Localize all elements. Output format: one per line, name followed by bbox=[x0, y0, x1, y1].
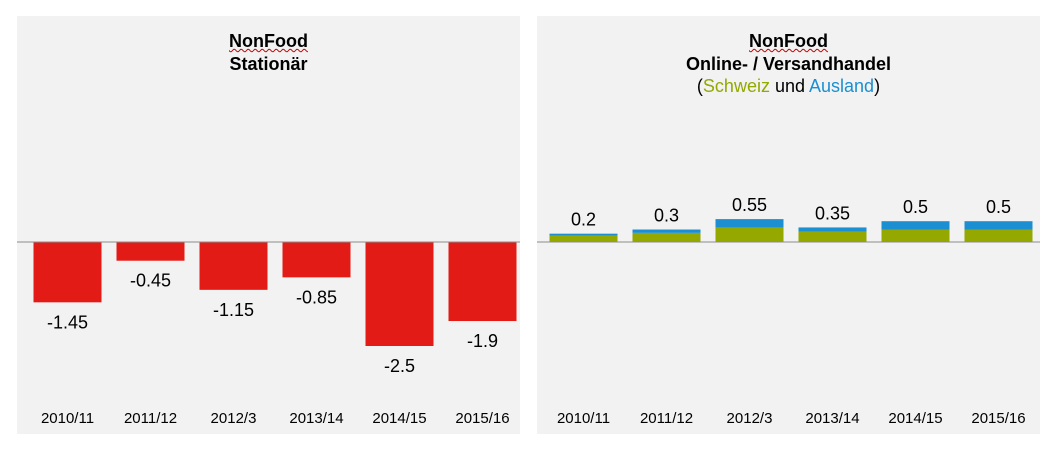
data-label: 0.3 bbox=[654, 206, 679, 226]
bar-ausland bbox=[964, 221, 1033, 230]
bar-ausland bbox=[881, 221, 950, 230]
x-tick-label: 2013/14 bbox=[805, 410, 859, 427]
data-label: -0.45 bbox=[130, 271, 171, 291]
bar-ausland bbox=[549, 233, 618, 236]
bar bbox=[33, 242, 102, 303]
data-label: 0.5 bbox=[986, 197, 1011, 217]
x-tick-label: 2014/15 bbox=[372, 410, 426, 427]
bar bbox=[116, 242, 185, 261]
x-tick-label: 2011/12 bbox=[640, 410, 693, 427]
chart-panel-stationaer: NonFood Stationär -1.45 -0.45 -1.15 -0.85 -2… bbox=[17, 16, 520, 434]
bar-schweiz bbox=[632, 232, 701, 242]
x-tick-label: 2015/16 bbox=[971, 410, 1025, 427]
legend-ausland: Ausland bbox=[809, 76, 875, 96]
chart-stationaer-svg: -1.45 -0.45 -1.15 -0.85 -2.5 -1.9 2010/11 2011/… bbox=[17, 241, 520, 427]
data-label: 0.2 bbox=[571, 210, 596, 230]
data-label: -1.45 bbox=[47, 312, 88, 332]
bar bbox=[365, 242, 434, 346]
x-tick-label: 2010/11 bbox=[557, 410, 610, 427]
data-label: 0.55 bbox=[732, 195, 767, 215]
legend-schweiz: Schweiz bbox=[702, 76, 770, 96]
legend-und: und bbox=[769, 76, 809, 96]
chart-title: NonFood bbox=[229, 31, 308, 51]
chart-subtitle: Online- / Versandhandel bbox=[685, 54, 892, 74]
x-tick-label: 2012/3 bbox=[211, 410, 257, 427]
chart-legend-text: (Schweiz und Ausland) bbox=[537, 75, 1040, 97]
legend-paren-open: ( bbox=[696, 76, 703, 96]
x-tick-label: 2011/12 bbox=[124, 410, 177, 427]
x-tick-label: 2010/11 bbox=[41, 410, 94, 427]
data-label: -0.85 bbox=[296, 287, 337, 307]
data-label: -2.5 bbox=[384, 356, 415, 376]
chart-panel-online: NonFood Online- / Versandhandel (Schweiz… bbox=[537, 16, 1040, 434]
legend-paren-close: ) bbox=[874, 76, 881, 96]
bar-ausland bbox=[632, 229, 701, 233]
bar-schweiz bbox=[715, 227, 784, 242]
chart-title: NonFood bbox=[749, 31, 828, 51]
bar bbox=[282, 242, 351, 278]
data-label: -1.15 bbox=[213, 300, 254, 320]
bar-schweiz bbox=[549, 235, 618, 242]
bar-schweiz bbox=[881, 229, 950, 242]
x-tick-label: 2015/16 bbox=[455, 410, 509, 427]
bar-schweiz bbox=[798, 231, 867, 242]
bar bbox=[199, 242, 268, 290]
chart-subtitle: Stationär bbox=[229, 54, 308, 74]
bar-schweiz bbox=[964, 229, 1033, 242]
data-label: 0.5 bbox=[903, 197, 928, 217]
x-tick-label: 2012/3 bbox=[727, 410, 773, 427]
data-label: -1.9 bbox=[467, 331, 498, 351]
x-tick-label: 2014/15 bbox=[888, 410, 942, 427]
chart-online-svg: 0.2 2010/11 0.3 2011/12 0.55 2012/3 0.35 2013/1… bbox=[537, 195, 1040, 427]
bar-ausland bbox=[798, 227, 867, 232]
bar-ausland bbox=[715, 219, 784, 228]
x-tick-label: 2013/14 bbox=[289, 410, 343, 427]
bar bbox=[448, 242, 517, 322]
data-label: 0.35 bbox=[815, 203, 850, 223]
